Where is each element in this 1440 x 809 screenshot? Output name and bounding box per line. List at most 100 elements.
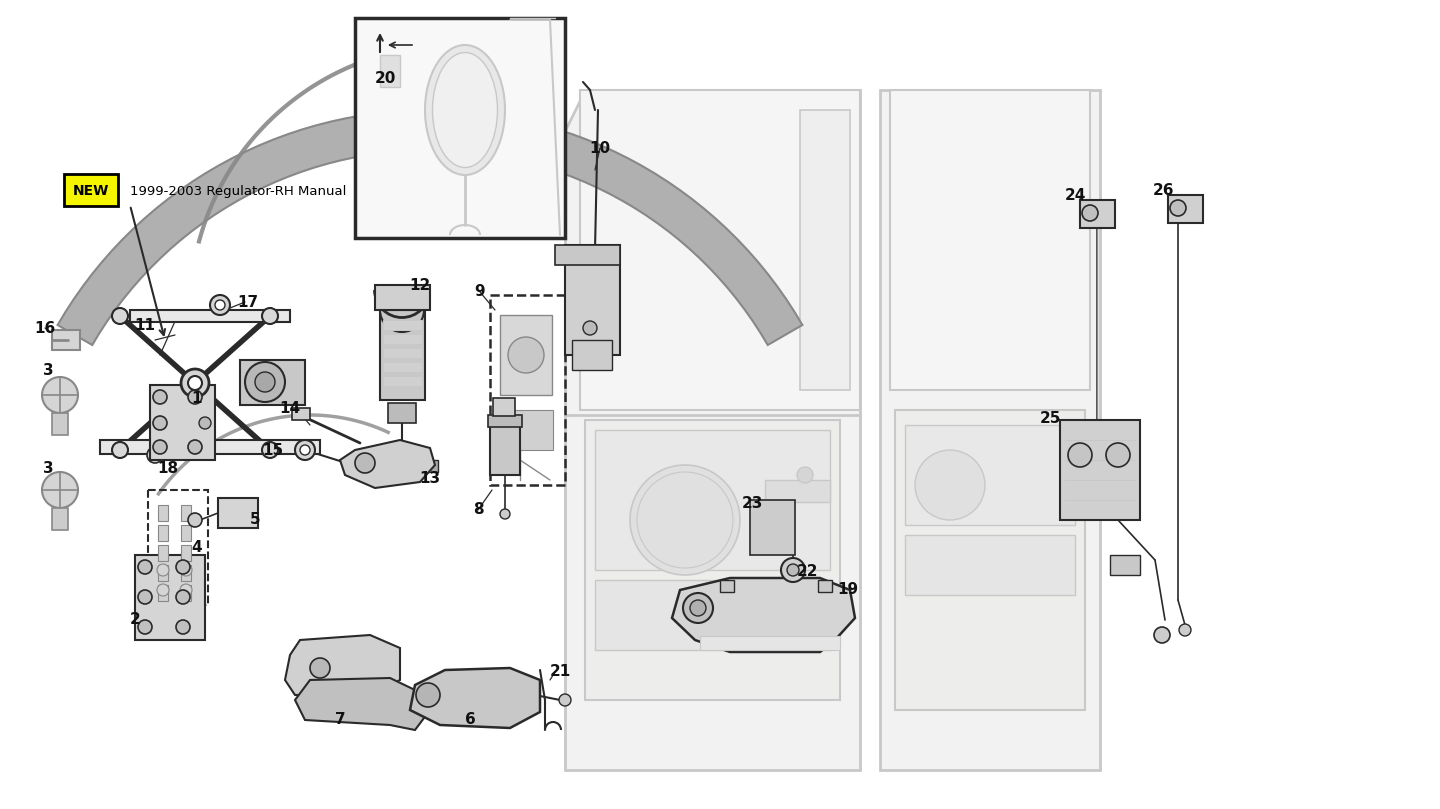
Text: 4: 4 — [192, 540, 202, 556]
Text: 19: 19 — [838, 582, 858, 598]
Bar — [490, 420, 520, 475]
Text: 5: 5 — [249, 512, 261, 527]
Bar — [380, 310, 425, 400]
Circle shape — [245, 362, 285, 402]
Text: 26: 26 — [1152, 183, 1174, 197]
Text: 15: 15 — [262, 443, 284, 458]
Text: 7: 7 — [334, 713, 346, 727]
Bar — [52, 330, 81, 350]
Bar — [158, 585, 168, 601]
Circle shape — [210, 295, 230, 315]
Bar — [52, 508, 68, 530]
Text: 3: 3 — [43, 460, 53, 476]
Circle shape — [559, 694, 572, 706]
Circle shape — [147, 447, 163, 463]
Bar — [148, 490, 207, 605]
Bar — [158, 545, 168, 561]
Circle shape — [189, 440, 202, 454]
Text: 24: 24 — [1064, 188, 1086, 202]
Text: 16: 16 — [35, 320, 56, 336]
Bar — [720, 580, 734, 592]
Circle shape — [262, 308, 278, 324]
Circle shape — [189, 513, 202, 527]
Polygon shape — [880, 90, 1100, 770]
Bar — [383, 320, 422, 330]
Circle shape — [138, 560, 153, 574]
Circle shape — [631, 465, 740, 575]
Circle shape — [1169, 200, 1187, 216]
Bar — [181, 505, 192, 521]
Circle shape — [796, 467, 814, 483]
Polygon shape — [58, 110, 802, 345]
Circle shape — [153, 440, 167, 454]
Circle shape — [112, 308, 128, 324]
Bar — [572, 340, 612, 370]
Bar — [904, 425, 1076, 525]
Bar — [765, 480, 829, 502]
Bar — [564, 245, 621, 355]
Text: 14: 14 — [279, 400, 301, 416]
Bar — [130, 310, 289, 322]
Text: 2: 2 — [130, 612, 140, 628]
Circle shape — [255, 372, 275, 392]
Bar — [292, 408, 310, 420]
Bar — [240, 360, 305, 405]
Bar — [1060, 420, 1140, 520]
Bar — [387, 403, 416, 423]
Circle shape — [310, 658, 330, 678]
Circle shape — [262, 442, 278, 458]
Circle shape — [153, 390, 167, 404]
Circle shape — [176, 620, 190, 634]
Text: 21: 21 — [550, 664, 570, 680]
Circle shape — [176, 560, 190, 574]
Bar — [99, 440, 320, 454]
Bar — [158, 525, 168, 541]
Bar — [554, 245, 621, 265]
Bar — [750, 500, 795, 555]
Text: 25: 25 — [1040, 410, 1061, 426]
Circle shape — [1092, 478, 1103, 490]
Bar — [217, 498, 258, 528]
Text: 20: 20 — [374, 70, 396, 86]
Polygon shape — [285, 635, 400, 695]
Bar — [181, 525, 192, 541]
Bar — [158, 565, 168, 581]
Circle shape — [583, 321, 598, 335]
Text: 10: 10 — [589, 141, 611, 155]
Circle shape — [508, 337, 544, 373]
Circle shape — [180, 564, 192, 576]
Text: 9: 9 — [475, 285, 485, 299]
Bar — [818, 580, 832, 592]
Circle shape — [1068, 443, 1092, 467]
Bar — [383, 362, 422, 372]
Circle shape — [176, 590, 190, 604]
Bar — [492, 398, 516, 416]
Text: 13: 13 — [419, 471, 441, 485]
Text: 23: 23 — [742, 495, 763, 510]
Text: 11: 11 — [134, 317, 156, 332]
Circle shape — [780, 558, 805, 582]
Text: 12: 12 — [409, 277, 431, 293]
Bar — [383, 376, 422, 386]
Circle shape — [199, 417, 212, 429]
Bar — [374, 285, 431, 310]
Bar — [801, 110, 850, 390]
Bar — [1110, 555, 1140, 575]
Circle shape — [1153, 627, 1169, 643]
Bar — [135, 555, 204, 640]
FancyBboxPatch shape — [63, 174, 118, 206]
Polygon shape — [340, 440, 435, 488]
Bar — [498, 410, 553, 450]
Polygon shape — [410, 668, 540, 728]
Circle shape — [180, 584, 192, 596]
Bar — [356, 18, 564, 238]
Polygon shape — [295, 678, 431, 730]
Polygon shape — [564, 90, 860, 770]
Circle shape — [1081, 205, 1099, 221]
Bar — [585, 420, 840, 700]
Bar — [595, 430, 829, 570]
Circle shape — [157, 584, 168, 596]
Bar — [1080, 200, 1115, 228]
Text: 6: 6 — [465, 713, 475, 727]
Circle shape — [295, 440, 315, 460]
